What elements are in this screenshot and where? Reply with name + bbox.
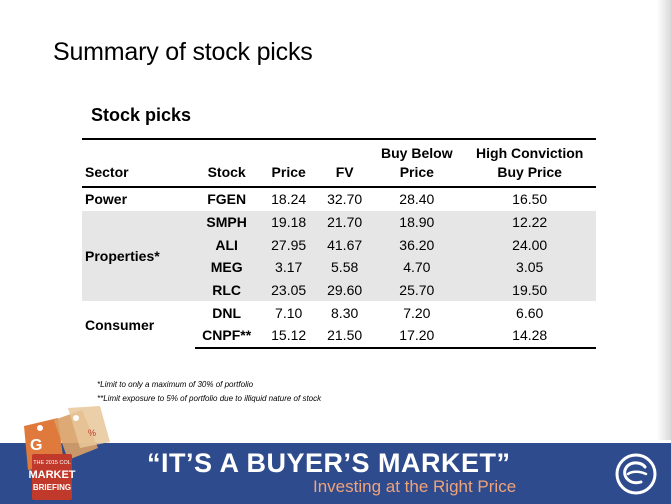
stock-cell: MEG — [194, 256, 259, 279]
buy-below-cell: 36.20 — [370, 233, 464, 257]
table-row: MEG 3.17 5.58 4.70 3.05 — [82, 256, 596, 279]
badge-line-1: THE 2015 COL — [33, 460, 71, 466]
high-conviction-cell: 19.50 — [463, 278, 596, 302]
table-row: CNPF** 15.12 21.50 17.20 14.28 — [82, 324, 596, 349]
high-conviction-cell: 3.05 — [463, 256, 596, 279]
price-cell: 15.12 — [258, 324, 320, 349]
buy-below-cell: 25.70 — [370, 278, 464, 302]
high-conviction-cell: 6.60 — [516, 304, 544, 321]
buy-below-cell: 4.70 — [370, 256, 464, 279]
header-sector: Sector — [82, 138, 195, 188]
header-high-conviction-buy-price: High Conviction Buy Price — [463, 138, 596, 188]
fv-cell: 29.60 — [319, 278, 371, 302]
stock-cell: ALI — [194, 233, 259, 257]
price-cell: 23.05 — [258, 278, 320, 302]
high-conviction-cell: 12.22 — [463, 210, 596, 234]
price-cell: 27.95 — [258, 233, 320, 257]
fv-cell: 21.70 — [319, 210, 371, 234]
high-conviction-cell: 14.28 — [463, 324, 596, 349]
fv-cell: 8.30 — [331, 304, 359, 321]
table-row: Power FGEN 18.24 32.70 28.40 16.50 — [82, 186, 596, 211]
fv-cell: 21.50 — [319, 324, 371, 349]
header-buy-below-price: Buy Below Price — [370, 138, 464, 188]
stock-cell: SMPH — [194, 210, 259, 234]
table-row: Properties* SMPH 19.18 21.70 18.90 12.22 — [82, 210, 596, 302]
stock-picks-table: Sector Stock Price FV Buy Below Price Hi… — [82, 138, 596, 349]
header-fv: FV — [319, 138, 371, 188]
header-price: Price — [258, 138, 320, 188]
table-header-row: Sector Stock Price FV Buy Below Price Hi… — [82, 138, 596, 188]
buy-below-cell: 18.90 — [370, 210, 464, 234]
footer-tagline: “IT’S A BUYER’S MARKET” — [147, 448, 511, 478]
price-cell: 3.17 — [258, 256, 320, 279]
company-logo-icon — [615, 453, 657, 495]
footnotes: *Limit to only a maximum of 30% of portf… — [97, 378, 321, 406]
footnote: *Limit to only a maximum of 30% of portf… — [97, 380, 254, 389]
stock-cell: DNL — [212, 304, 242, 321]
price-cell: 18.24 — [258, 186, 320, 211]
sector-cell: Consumer — [85, 316, 155, 333]
stock-cell: RLC — [194, 278, 259, 302]
svg-text:%: % — [88, 428, 96, 438]
svg-text:G: G — [30, 437, 42, 454]
table-title: Stock picks — [91, 105, 192, 125]
stock-cell: CNPF** — [194, 324, 259, 349]
sector-cell: Properties* — [82, 210, 195, 302]
slide-title: Summary of stock picks — [53, 38, 313, 66]
buy-below-cell: 7.20 — [403, 304, 431, 321]
buy-below-cell: 28.40 — [370, 186, 464, 211]
footer-banner — [0, 443, 671, 504]
stock-cell: FGEN — [194, 186, 259, 211]
table-body: Power FGEN 18.24 32.70 28.40 16.50 Properties*… — [82, 186, 596, 349]
footnote: **Limit exposure to 5% of portfolio due … — [97, 394, 322, 403]
high-conviction-cell: 24.00 — [463, 233, 596, 257]
badge-box — [32, 454, 72, 500]
badge-line-2: MARKET — [28, 469, 75, 481]
fv-cell: 5.58 — [319, 256, 371, 279]
table-row: Consumer DNL 7.10 8.30 7.20 6.60 — [82, 301, 596, 333]
slide-edge-shade — [657, 0, 671, 440]
fv-cell: 32.70 — [319, 186, 371, 211]
table-row: RLC 23.05 29.60 25.70 19.50 — [82, 278, 596, 302]
badge-line-3: BRIEFING — [33, 483, 71, 492]
market-briefing-badge: G % THE 2015 COL MARKET BRIEFING — [24, 406, 110, 500]
header-stock: Stock — [194, 138, 259, 188]
sector-cell: Power — [82, 186, 195, 211]
high-conviction-cell: 16.50 — [463, 186, 596, 211]
buy-below-cell: 17.20 — [370, 324, 464, 349]
price-cell: 19.18 — [258, 210, 320, 234]
footer-subtitle: Investing at the Right Price — [313, 477, 517, 496]
fv-cell: 41.67 — [319, 233, 371, 257]
table-row: ALI 27.95 41.67 36.20 24.00 — [82, 233, 596, 257]
price-cell: 7.10 — [275, 304, 303, 321]
